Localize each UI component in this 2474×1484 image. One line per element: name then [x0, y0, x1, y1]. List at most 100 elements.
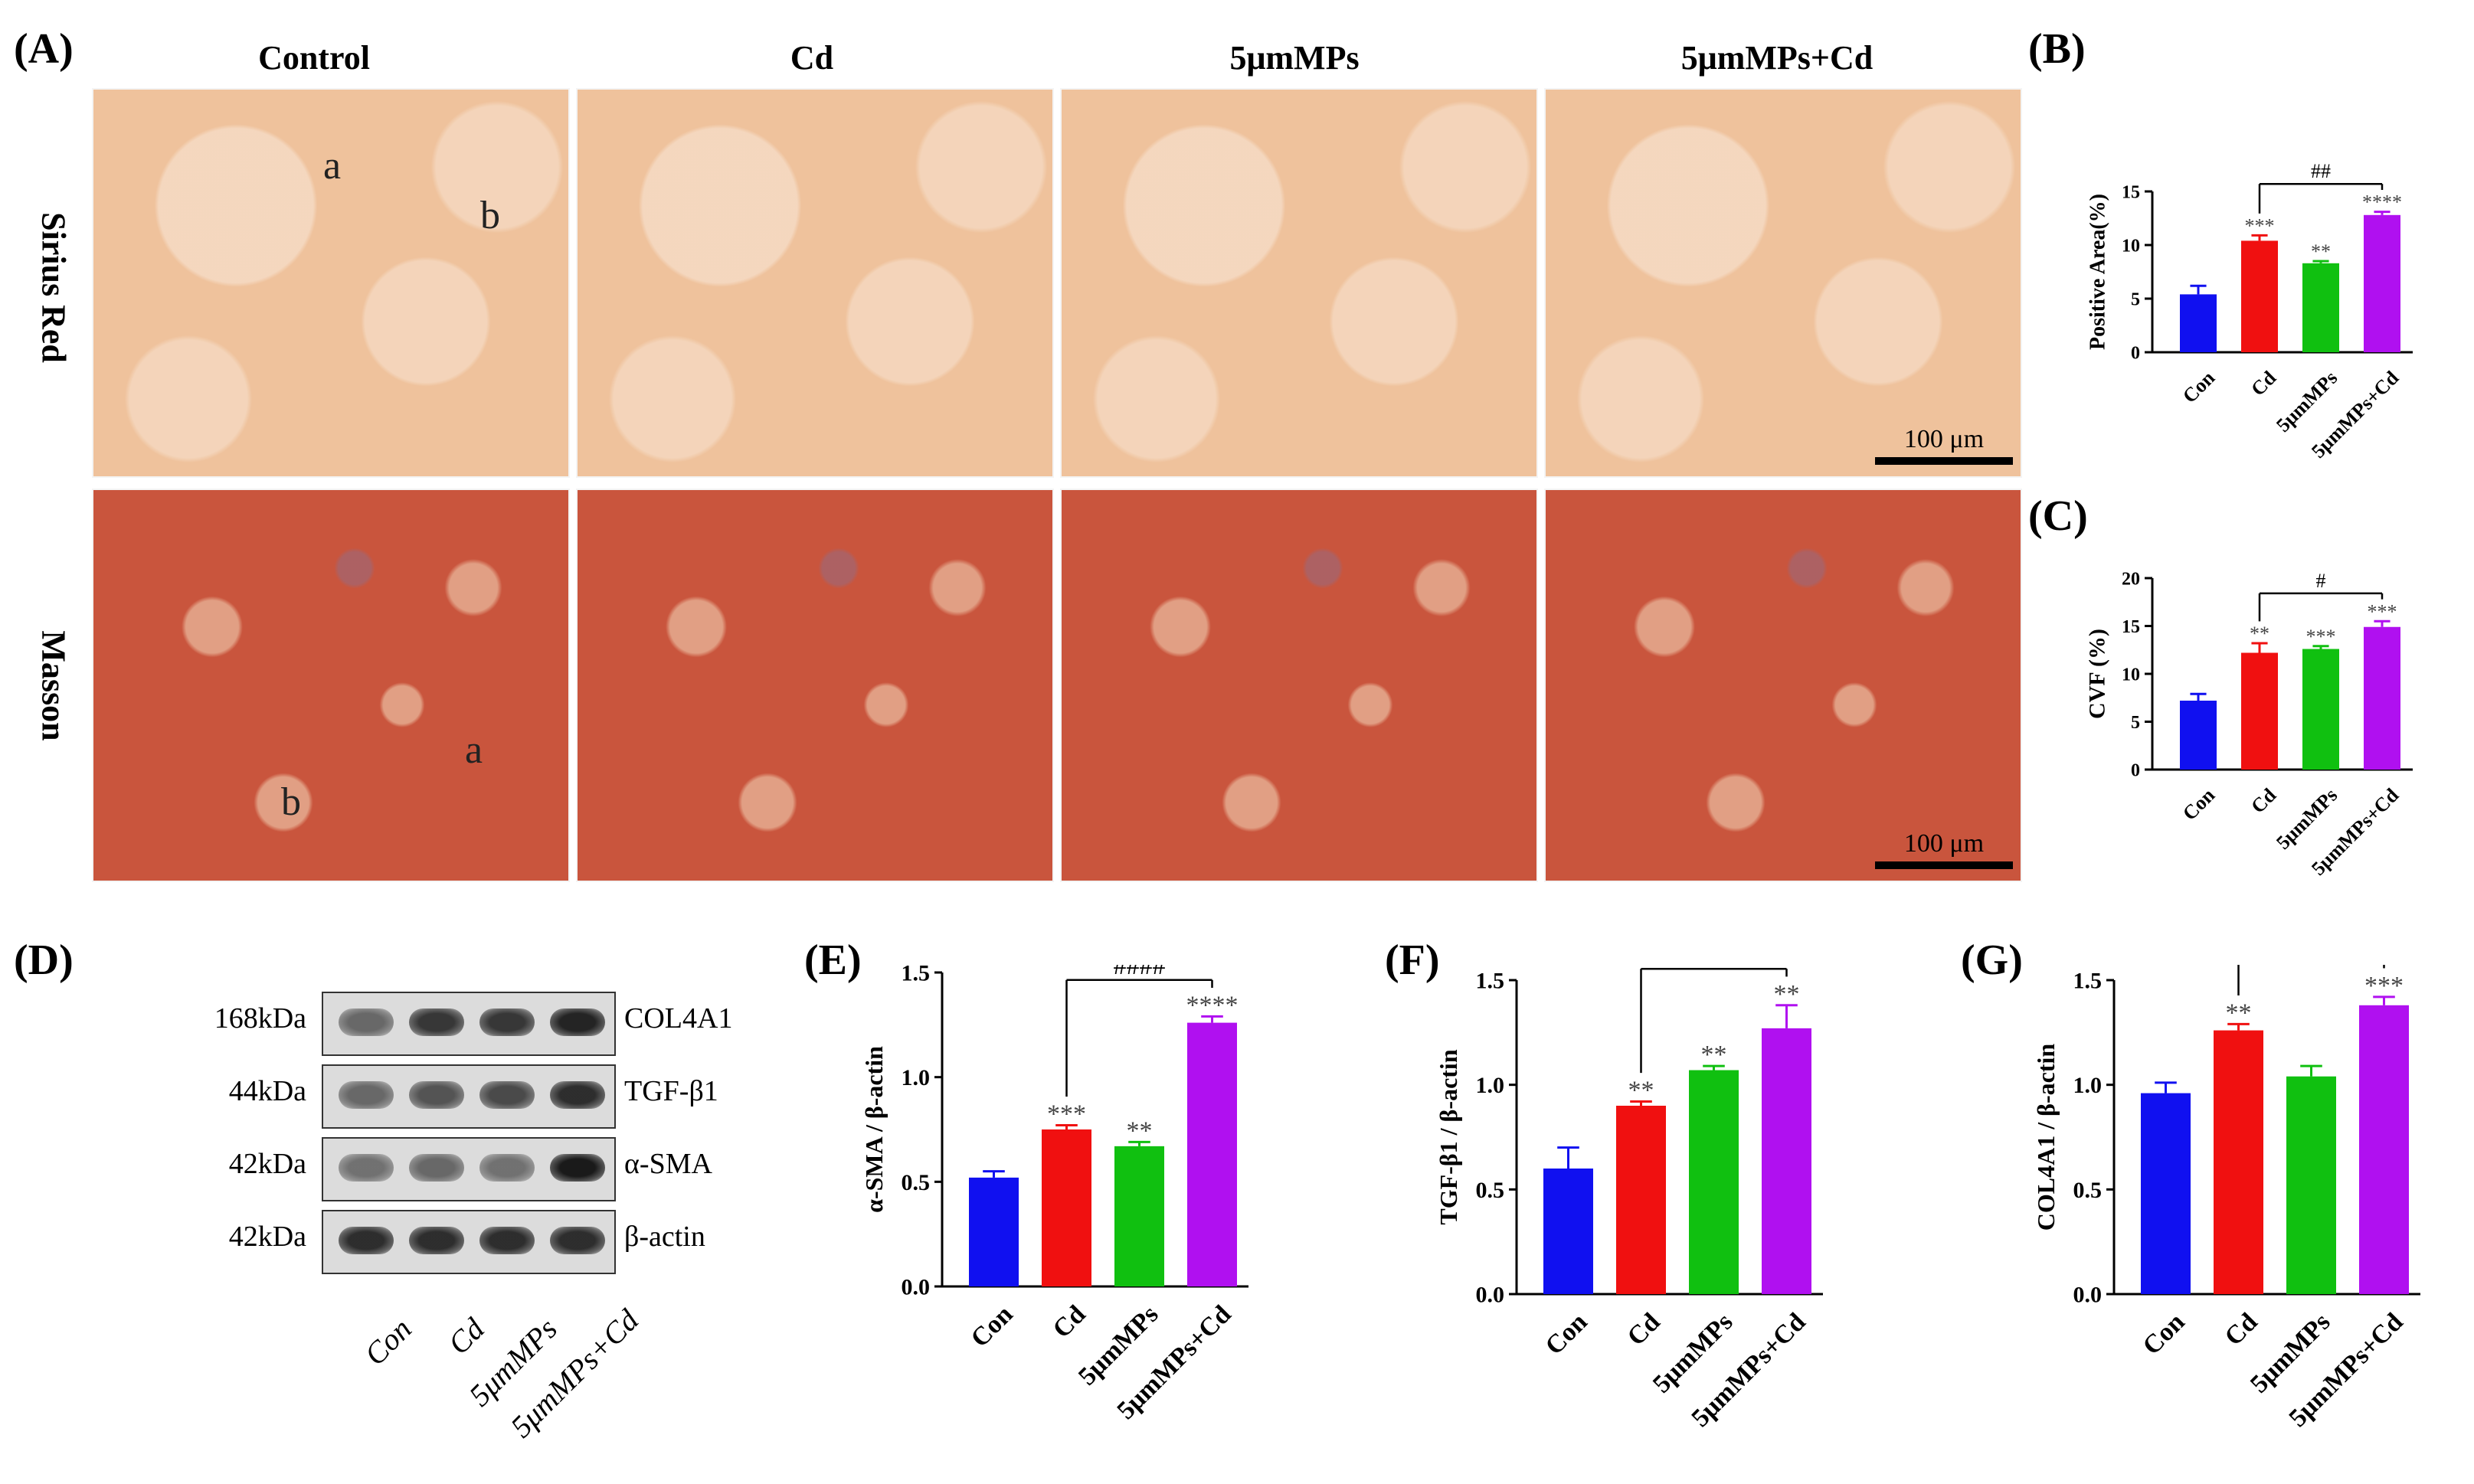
blot-protein-label: TGF-β1	[624, 1075, 718, 1107]
bracket-label: #	[2316, 570, 2326, 592]
y-tick-label: 15	[2122, 617, 2140, 637]
column-header-5ummps: 5μmMPs	[1229, 39, 1360, 77]
scale-bar-sirius: 100 μm	[1875, 411, 2013, 465]
category-label: Con	[2138, 1308, 2191, 1361]
bar	[2302, 649, 2339, 770]
bar	[1042, 1129, 1091, 1286]
category-label: Cd	[2247, 366, 2280, 400]
row-header-masson: Masson	[34, 630, 73, 741]
blot-band	[479, 1154, 535, 1182]
y-axis-label: TGF-β1 / β-actin	[1435, 1049, 1462, 1224]
blot-band	[339, 1227, 394, 1254]
significance-marker: **	[1628, 1077, 1654, 1105]
category-label: Cd	[1048, 1300, 1091, 1344]
blot-strip-col4a1	[322, 992, 616, 1056]
bar	[1543, 1169, 1593, 1294]
micrograph-masson-control: a b	[92, 489, 570, 882]
bar	[2180, 294, 2217, 352]
significance-marker: ****	[2362, 191, 2402, 214]
y-tick-label: 10	[2122, 665, 2140, 685]
bar	[2241, 652, 2278, 770]
panel-label-d: (D)	[14, 936, 74, 984]
y-tick-label: 1.0	[2073, 1073, 2103, 1098]
bracket-label: ##	[1701, 965, 1727, 969]
blot-protein-label: COL4A1	[624, 1002, 733, 1035]
y-tick-label: 0.0	[2073, 1283, 2103, 1308]
blot-band	[409, 1227, 464, 1254]
bar	[2180, 701, 2217, 770]
micrograph-masson-cd	[576, 489, 1054, 882]
significance-marker: **	[2311, 240, 2331, 263]
bracket-label: ####	[1114, 965, 1166, 980]
y-axis-label: CVF (%)	[2085, 629, 2110, 719]
panel-label-c: (C)	[2028, 492, 2088, 540]
scale-bar-line	[1875, 457, 2013, 465]
category-label: Con	[966, 1300, 1019, 1353]
bar	[1762, 1028, 1811, 1294]
y-tick-label: 15	[2122, 182, 2140, 202]
bar	[2302, 263, 2339, 352]
blot-kda-label: 42kDa	[228, 1148, 306, 1180]
blot-band	[550, 1008, 605, 1036]
micrograph-sirius-control: a b	[92, 88, 570, 478]
y-tick-label: 10	[2122, 236, 2140, 256]
y-tick-label: 1.0	[902, 1065, 931, 1090]
bracket-label: ##	[2311, 160, 2331, 182]
bar	[2364, 626, 2400, 770]
significance-marker: ***	[2306, 626, 2336, 648]
category-label: Con	[2178, 366, 2220, 407]
micrograph-mark-a: a	[323, 144, 342, 188]
blot-kda-label: 168kDa	[214, 1002, 306, 1035]
micrograph-sirius-5ummps	[1060, 88, 1538, 478]
y-tick-label: 5	[2131, 713, 2140, 733]
y-tick-label: 1.5	[902, 965, 931, 986]
y-axis-label: α-SMA / β-actin	[860, 1046, 888, 1213]
scale-bar-line	[1875, 861, 2013, 869]
row-header-sirius-red: Sirius Red	[34, 212, 73, 363]
micrograph-mark-a: a	[465, 728, 483, 772]
blot-band	[409, 1008, 464, 1036]
bar	[1689, 1070, 1739, 1294]
blot-protein-label: α-SMA	[624, 1148, 712, 1180]
y-tick-label: 0.5	[902, 1170, 931, 1195]
significance-marker: ***	[1047, 1100, 1086, 1129]
micrograph-mark-b: b	[281, 780, 301, 824]
significance-marker: **	[2250, 623, 2269, 645]
blot-band	[550, 1154, 605, 1182]
bar	[969, 1177, 1019, 1286]
bar	[1616, 1106, 1666, 1294]
scale-bar-label: 100 μm	[1903, 425, 1985, 453]
column-header-cd: Cd	[790, 39, 834, 77]
micrograph-masson-5ummps-cd: 100 μm	[1544, 489, 2022, 882]
blot-band	[479, 1227, 535, 1254]
y-tick-label: 0	[2131, 760, 2140, 780]
panel-label-a: (A)	[14, 25, 74, 73]
panel-label-b: (B)	[2028, 25, 2086, 73]
category-label: Con	[2178, 783, 2220, 825]
micrograph-sirius-5ummps-cd: 100 μm	[1544, 88, 2022, 478]
y-tick-label: 0.0	[1476, 1283, 1505, 1308]
bar	[2214, 1030, 2263, 1294]
category-label: Cd	[2247, 783, 2280, 817]
blot-band	[339, 1081, 394, 1109]
scale-bar-masson: 100 μm	[1875, 816, 2013, 869]
y-tick-label: 5	[2131, 289, 2140, 309]
significance-marker: ***	[2245, 214, 2275, 237]
bar	[2286, 1076, 2336, 1294]
significance-marker: ***	[2364, 972, 2404, 1000]
y-tick-label: 1.5	[1476, 969, 1505, 994]
significance-marker: **	[2226, 999, 2252, 1027]
micrograph-mark-b: b	[480, 194, 500, 237]
blot-band	[339, 1154, 394, 1182]
significance-marker: **	[1127, 1116, 1153, 1145]
y-tick-label: 0.5	[1476, 1178, 1505, 1203]
column-header-5ummps-cd: 5μmMPs+Cd	[1680, 39, 1873, 77]
blot-kda-label: 42kDa	[228, 1221, 306, 1253]
significance-marker: **	[1701, 1041, 1727, 1069]
y-tick-label: 1.0	[1476, 1073, 1505, 1098]
y-tick-label: 0.0	[902, 1275, 931, 1300]
blot-strip-tgfb1	[322, 1064, 616, 1129]
